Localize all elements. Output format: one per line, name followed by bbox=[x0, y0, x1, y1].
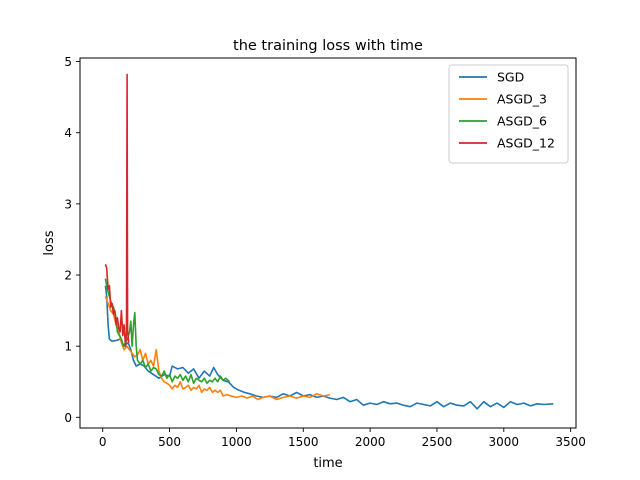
series-line-asgd-6 bbox=[104, 278, 231, 384]
x-tick-label: 3500 bbox=[555, 435, 586, 449]
legend: SGD ASGD_3 ASGD_6 ASGD_12 bbox=[448, 64, 569, 164]
y-tick-label: 3 bbox=[64, 197, 72, 211]
x-tick-label: 500 bbox=[158, 435, 181, 449]
x-tick-label: 1500 bbox=[288, 435, 319, 449]
series-line-asgd-12 bbox=[104, 73, 130, 347]
x-tick-label: 1000 bbox=[221, 435, 252, 449]
y-axis-label: loss bbox=[42, 230, 57, 255]
legend-label: ASGD_3 bbox=[497, 92, 547, 107]
x-axis-label: time bbox=[313, 456, 342, 471]
y-tick-label: 4 bbox=[64, 126, 72, 140]
series-line-asgd-3 bbox=[104, 296, 331, 401]
x-tick-label: 3000 bbox=[489, 435, 520, 449]
legend-label: SGD bbox=[497, 70, 524, 85]
y-tick-label: 2 bbox=[64, 269, 72, 283]
x-tick-label: 2000 bbox=[355, 435, 386, 449]
x-axis: 0 500 1000 1500 2000 2500 3000 3500 bbox=[99, 428, 586, 449]
y-axis: 0 1 2 3 4 5 bbox=[64, 55, 80, 425]
plot-area bbox=[79, 57, 577, 429]
y-tick-label: 5 bbox=[64, 55, 72, 69]
legend-label: ASGD_12 bbox=[497, 136, 555, 151]
x-tick-label: 2500 bbox=[422, 435, 453, 449]
y-tick-label: 0 bbox=[64, 411, 72, 425]
y-tick-label: 1 bbox=[64, 340, 72, 354]
legend-box bbox=[448, 64, 569, 164]
chart-title: the training loss with time bbox=[233, 38, 423, 54]
legend-label: ASGD_6 bbox=[497, 114, 547, 129]
series-line-sgd bbox=[104, 285, 554, 410]
x-tick-label: 0 bbox=[99, 435, 107, 449]
